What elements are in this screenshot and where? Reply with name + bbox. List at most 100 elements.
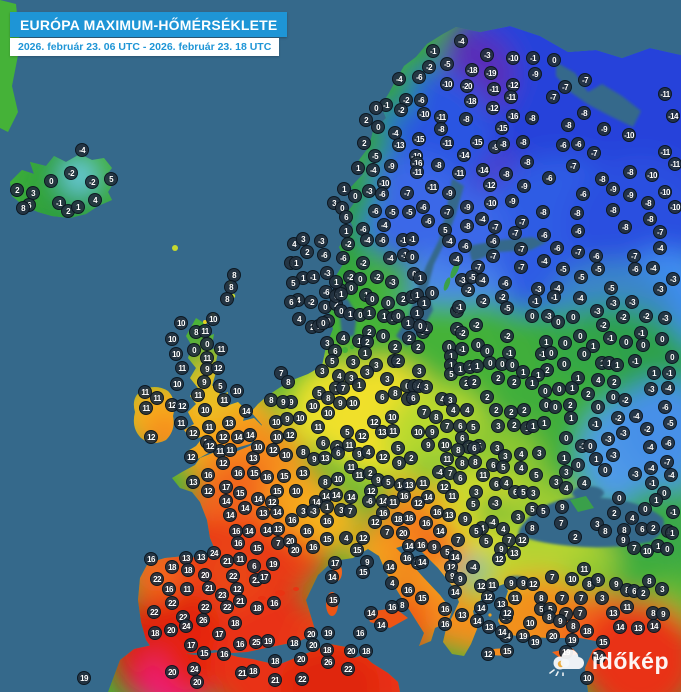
temp-badge: -4 <box>442 234 456 248</box>
temp-badge: -11 <box>410 165 424 179</box>
temp-badge: 4 <box>385 576 399 590</box>
temp-badge: -8 <box>434 122 448 136</box>
temp-badge: 11 <box>174 416 188 430</box>
temp-badge: -7 <box>514 260 528 274</box>
temp-badge: 20 <box>198 568 212 582</box>
temp-badge: 1 <box>358 346 372 360</box>
temp-badge: -19 <box>484 66 498 80</box>
temp-badge: 10 <box>306 399 320 413</box>
temp-badge: 6 <box>467 441 481 455</box>
temp-badge: 6 <box>339 210 353 224</box>
temp-badge: 0 <box>544 346 558 360</box>
temp-badge: 2 <box>388 340 402 354</box>
temp-badge: 12 <box>368 515 382 529</box>
temp-badge: 15 <box>596 635 610 649</box>
temp-badge: -7 <box>578 73 592 87</box>
temp-badge: 20 <box>306 638 320 652</box>
temp-badge: 2 <box>507 418 521 432</box>
temp-badge: 1 <box>413 271 427 285</box>
temp-badge: 6 <box>316 436 330 450</box>
temp-badge: 3 <box>655 582 669 596</box>
temp-badge: 13 <box>246 451 260 465</box>
temp-badge: 18 <box>287 636 301 650</box>
temp-badge: -7 <box>486 249 500 263</box>
temp-badge: 10 <box>293 411 307 425</box>
temp-badge: -7 <box>546 90 560 104</box>
temp-badge: -10 <box>622 128 636 142</box>
temp-badge: 5 <box>466 497 480 511</box>
temp-badge: -6 <box>542 171 556 185</box>
temp-badge: 1 <box>289 256 303 270</box>
temp-badge: -9 <box>623 188 637 202</box>
temp-badge: -15 <box>495 121 509 135</box>
temp-badge: 1 <box>410 306 424 320</box>
temp-badge: 20 <box>190 675 204 689</box>
temp-badge: -7 <box>515 215 529 229</box>
temp-badge: 8 <box>220 292 234 306</box>
temp-badge: 2 <box>391 354 405 368</box>
temp-badge: -3 <box>590 304 604 318</box>
temp-badge: 22 <box>220 600 234 614</box>
temp-badge: -6 <box>628 262 642 276</box>
temp-badge: -6 <box>658 400 672 414</box>
temp-badge: -4 <box>454 34 468 48</box>
temp-badge: 3 <box>559 465 573 479</box>
temp-badge: 11 <box>476 468 490 482</box>
temp-badge: 22 <box>295 672 309 686</box>
temp-badge: 5 <box>479 534 493 548</box>
temp-badge: 5 <box>529 468 543 482</box>
temp-badge: 5 <box>340 425 354 439</box>
temp-badge: -9 <box>517 179 531 193</box>
temp-badge: -8 <box>499 167 513 181</box>
temp-badge: -14 <box>457 148 471 162</box>
temp-badge: -18 <box>465 63 479 77</box>
temp-badge: 10 <box>230 384 244 398</box>
temp-badge: 13 <box>606 606 620 620</box>
temp-badge: 11 <box>202 420 216 434</box>
temp-badge: 16 <box>267 596 281 610</box>
temp-badge: 16 <box>285 513 299 527</box>
temp-badge: 9 <box>276 395 290 409</box>
temp-badge: -9 <box>528 67 542 81</box>
temp-badge: 7 <box>545 570 559 584</box>
temp-badge: 12 <box>481 590 495 604</box>
temp-badge: -1 <box>603 331 617 345</box>
temp-badge: -4 <box>653 241 667 255</box>
temp-badge: -2 <box>639 309 653 323</box>
temp-badge: 16 <box>419 516 433 530</box>
temp-badge: -2 <box>341 237 355 251</box>
temp-badge: -5 <box>402 205 416 219</box>
temp-badge: 3 <box>360 365 374 379</box>
temp-badge: -6 <box>571 224 585 238</box>
temp-badge: 4 <box>496 522 510 536</box>
temp-badge: 20 <box>396 526 410 540</box>
temp-badge: -8 <box>536 205 550 219</box>
temp-badge: 14 <box>344 490 358 504</box>
temp-badge: 0 <box>551 315 565 329</box>
temp-badge: -7 <box>558 80 572 94</box>
temp-badge: -4 <box>661 381 675 395</box>
temp-badge: 18 <box>181 563 195 577</box>
temp-badge: -5 <box>604 281 618 295</box>
temp-badge: 8 <box>566 619 580 633</box>
temp-badge: -10 <box>377 176 391 190</box>
temp-badge: -5 <box>663 416 677 430</box>
temp-badge: 19 <box>77 671 91 685</box>
temp-badge: 15 <box>197 646 211 660</box>
temp-badge: 19 <box>266 557 280 571</box>
temp-badge: -5 <box>574 270 588 284</box>
temp-badge: 16 <box>231 466 245 480</box>
temp-badge: 12 <box>411 496 425 510</box>
temp-badge: 10 <box>321 406 335 420</box>
temp-badge: -2 <box>461 283 475 297</box>
temp-badge: 20 <box>344 644 358 658</box>
temp-badge: -6 <box>550 241 564 255</box>
temp-badge: 21 <box>268 673 282 687</box>
temp-badge: 8 <box>388 386 402 400</box>
temp-badge: 11 <box>139 401 153 415</box>
temp-badge: 12 <box>376 450 390 464</box>
temp-badge: 11 <box>311 420 325 434</box>
temp-badge: 10 <box>174 316 188 330</box>
temp-badge: 9 <box>425 425 439 439</box>
temp-badge: -14 <box>666 109 680 123</box>
